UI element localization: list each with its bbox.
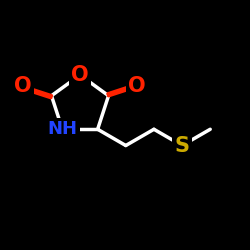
Text: O: O [128,76,146,96]
Text: O: O [14,76,32,96]
Text: NH: NH [47,120,77,138]
Text: S: S [174,136,190,156]
Text: O: O [71,65,89,85]
